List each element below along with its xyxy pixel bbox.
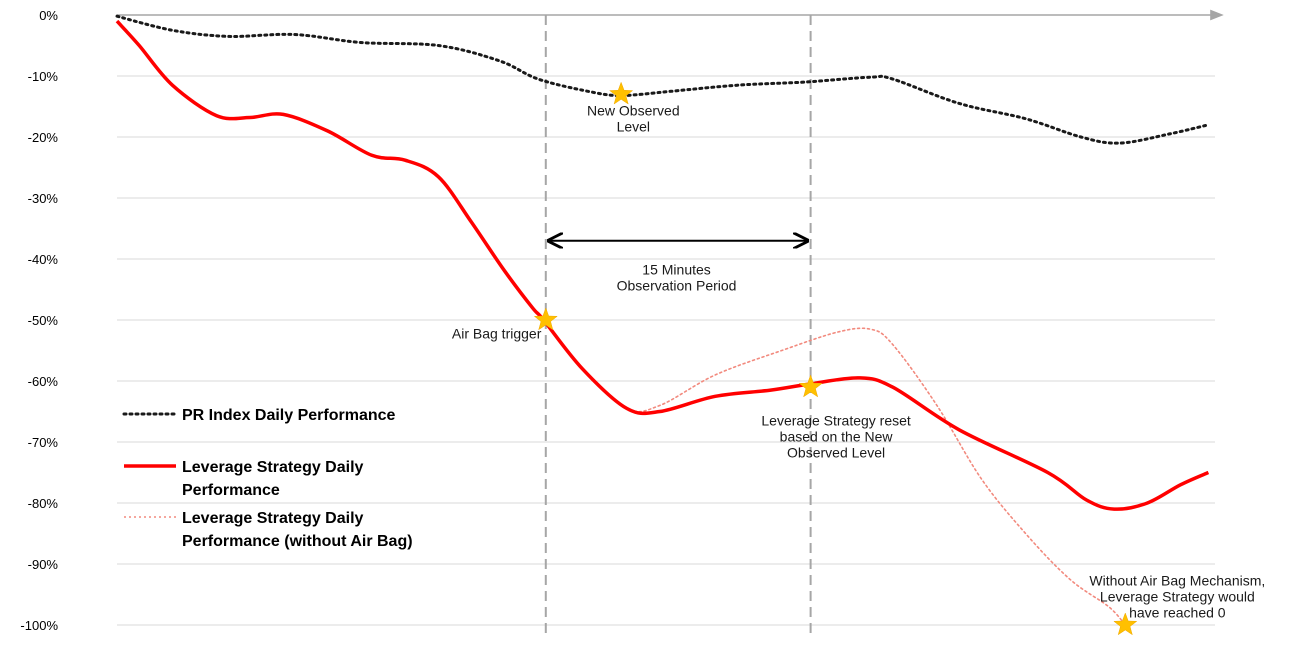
y-tick-label: -70% xyxy=(28,435,59,450)
y-tick-label: -20% xyxy=(28,130,59,145)
y-tick-label: -100% xyxy=(20,618,58,633)
star-marker-1 xyxy=(609,81,634,105)
y-tick-label: -40% xyxy=(28,252,59,267)
y-tick-label: -10% xyxy=(28,69,59,84)
y-tick-label: 0% xyxy=(39,8,58,23)
observation-period-annotation: 15 Minutes Observation Period xyxy=(617,261,737,293)
star-marker-3 xyxy=(798,374,823,398)
air-bag-trigger-annotation: Air Bag trigger xyxy=(452,325,542,341)
without-airbag-note-annotation: Without Air Bag Mechanism, Leverage Strat… xyxy=(1089,572,1265,620)
leverage-strategy-line xyxy=(115,19,1210,511)
y-tick-label: -90% xyxy=(28,557,59,572)
legend-label-leverage-no-airbag-line: Leverage Strategy Daily Performance (with… xyxy=(182,510,413,550)
y-tick-label: -80% xyxy=(28,496,59,511)
legend-label-leverage-strategy-line: Leverage Strategy Daily Performance xyxy=(182,459,364,499)
y-tick-label: -30% xyxy=(28,191,59,206)
reset-note-annotation: Leverage Strategy reset based on the New O… xyxy=(761,413,911,461)
y-tick-label: -60% xyxy=(28,374,59,389)
star-marker-2 xyxy=(533,307,558,331)
star-marker-4 xyxy=(1113,612,1138,636)
pr-index-line xyxy=(115,14,1210,145)
legend-label-pr-index-line: PR Index Daily Performance xyxy=(182,407,396,424)
y-tick-label: -50% xyxy=(28,313,59,328)
new-observed-level-annotation: New Observed Level xyxy=(587,103,680,135)
leverage-no-airbag-line xyxy=(542,319,1127,626)
